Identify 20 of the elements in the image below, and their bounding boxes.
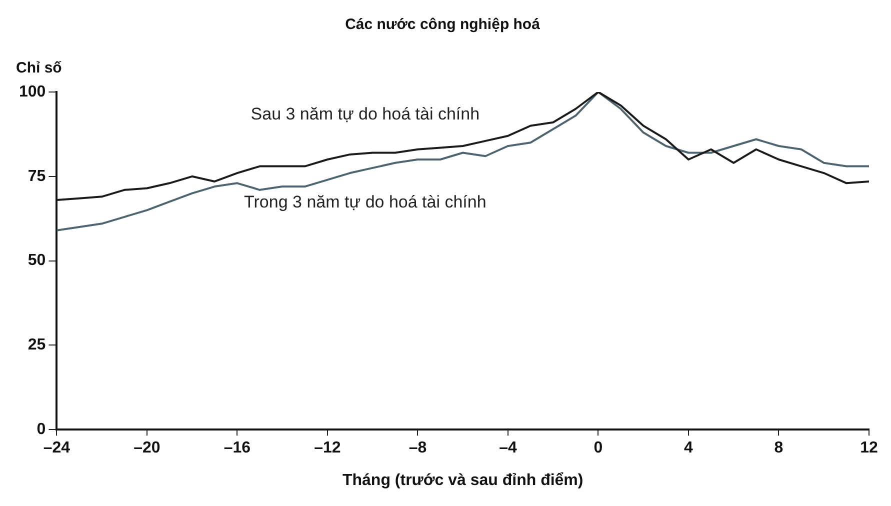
x-axis-title: Tháng (trước và sau đỉnh điểm): [342, 472, 584, 489]
x-tick-label: 12: [860, 440, 878, 457]
x-tick-label: –8: [408, 440, 427, 457]
x-tick-label: 4: [684, 440, 694, 457]
x-tick-label: –24: [43, 440, 70, 457]
series-label: Trong 3 năm tự do hoá tài chính: [244, 192, 486, 212]
x-tick-label: –12: [314, 440, 341, 457]
y-tick-label: 75: [28, 168, 46, 185]
x-tick-label: –20: [134, 440, 160, 457]
y-tick-label: 25: [28, 336, 46, 354]
y-tick-label: 0: [36, 421, 46, 438]
x-tick-label: –4: [499, 440, 517, 457]
y-tick-label: 50: [28, 252, 46, 270]
y-tick-label: 100: [18, 83, 46, 100]
series-label: Sau 3 năm tự do hoá tài chính: [250, 104, 480, 124]
chart-title: Các nước công nghiệp hoá: [345, 16, 541, 34]
x-tick-label: 0: [594, 440, 603, 457]
x-tick-label: –16: [224, 440, 251, 457]
x-tick-label: 8: [774, 440, 784, 457]
y-axis-title: Chỉ số: [16, 60, 62, 77]
